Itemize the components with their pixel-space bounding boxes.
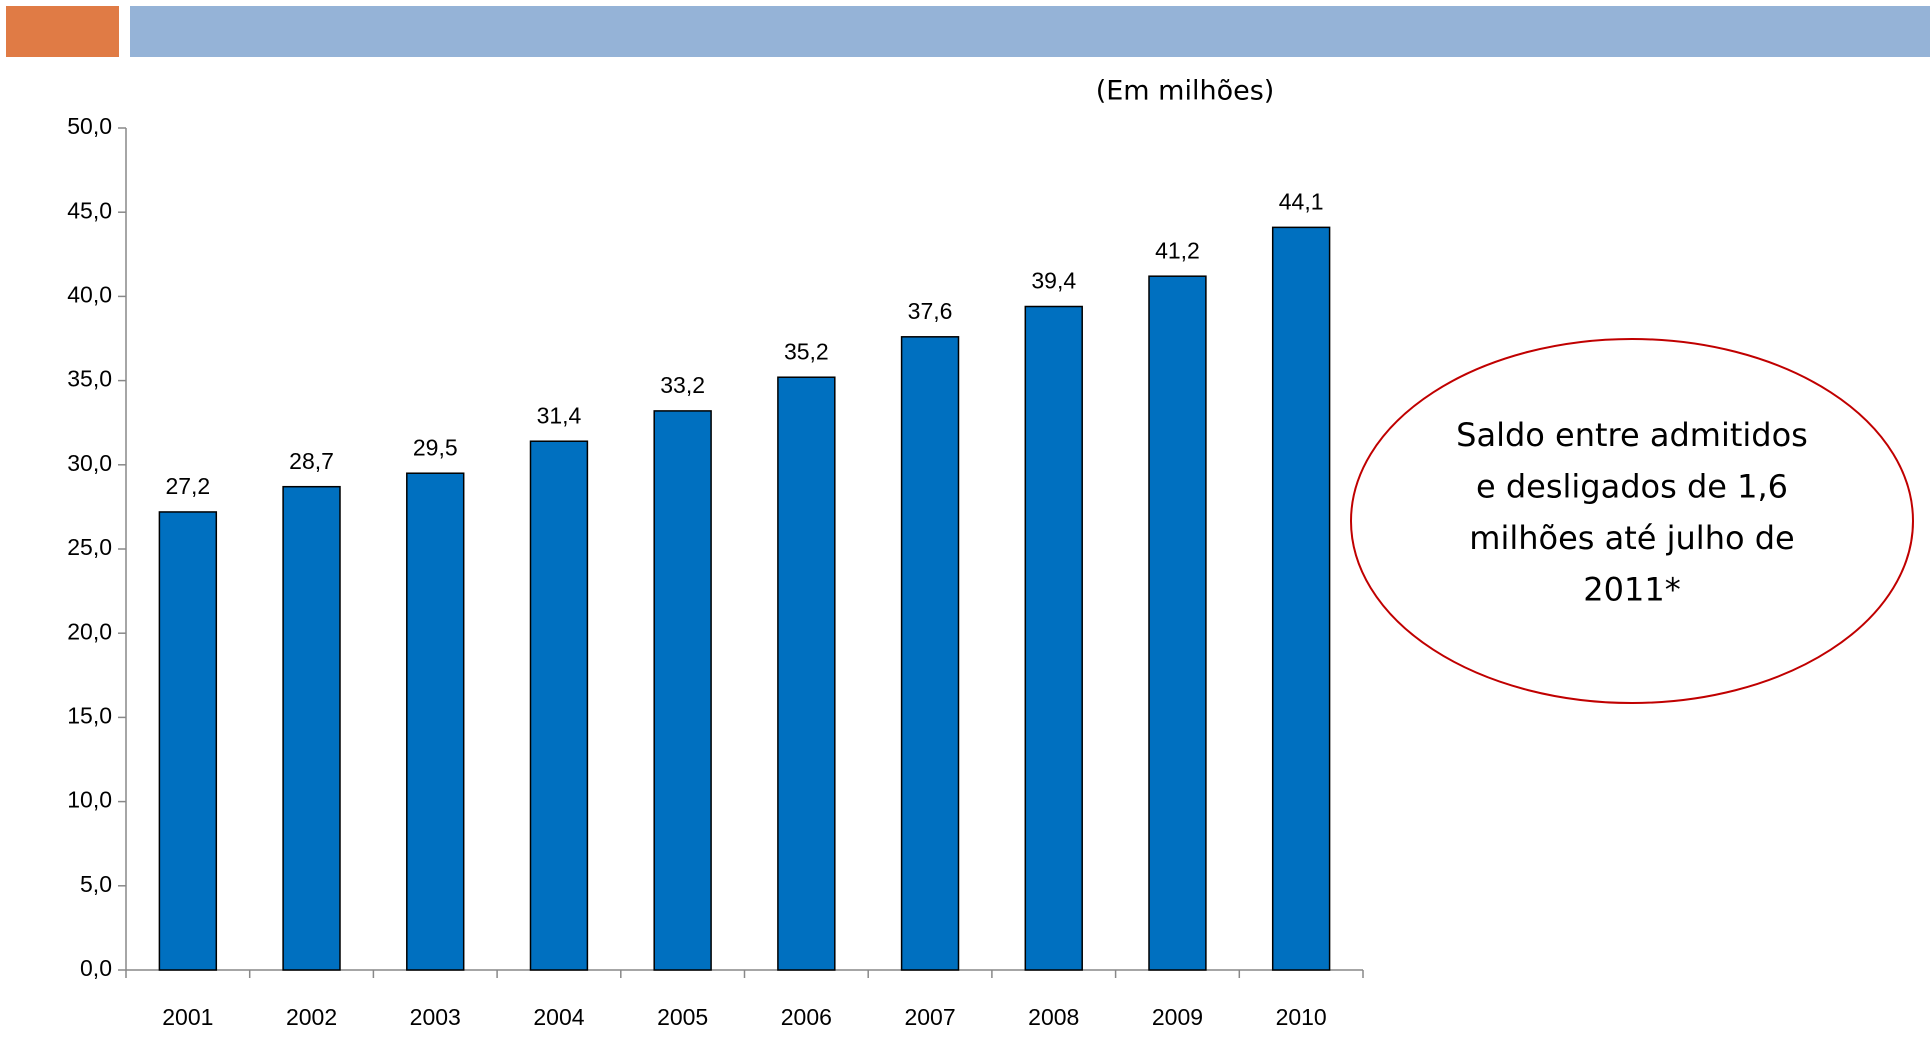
value-label: 39,4 [1031,268,1076,294]
y-tick-label: 0,0 [80,955,112,981]
value-label: 35,2 [784,338,829,364]
bar [1271,226,1331,971]
y-tick-label: 10,0 [67,787,112,813]
x-tick-label: 2005 [657,1004,708,1030]
y-tick-label: 35,0 [67,366,112,392]
value-label: 33,2 [660,372,705,398]
y-tick-label: 30,0 [67,450,112,476]
x-tick-label: 2003 [410,1004,461,1030]
value-label: 29,5 [413,434,458,460]
annotation-text: milhões até julho de [1469,519,1794,557]
value-label: 44,1 [1279,188,1324,214]
bar [653,410,712,971]
x-tick-label: 2008 [1028,1004,1079,1030]
y-tick-label: 5,0 [80,871,112,897]
annotation-text: e desligados de 1,6 [1476,468,1788,506]
value-label: 27,2 [165,473,210,499]
x-tick-label: 2002 [286,1004,337,1030]
y-tick-label: 25,0 [67,534,112,560]
header-bar [130,6,1930,57]
bar [1024,305,1083,971]
bar [158,511,218,971]
y-tick-label: 40,0 [67,281,112,307]
x-tick-label: 2010 [1276,1004,1327,1030]
header-accent [6,6,119,57]
x-tick-label: 2001 [162,1004,213,1030]
bar [777,376,836,971]
y-tick-label: 20,0 [67,618,112,644]
annotation-text: Saldo entre admitidos [1456,416,1808,454]
x-tick-label: 2006 [781,1004,832,1030]
bar [900,336,960,971]
y-tick-label: 45,0 [67,197,112,223]
bar [406,472,465,971]
x-tick-label: 2007 [904,1004,955,1030]
bar [282,485,341,971]
annotation-text: 2011* [1583,571,1680,609]
x-tick-label: 2009 [1152,1004,1203,1030]
value-label: 28,7 [289,448,334,474]
y-tick-label: 50,0 [67,113,112,139]
value-label: 41,2 [1155,237,1200,263]
value-label: 31,4 [537,402,582,428]
x-tick-label: 2004 [533,1004,584,1030]
bar [529,440,589,971]
bar [1148,275,1207,971]
value-label: 37,6 [908,298,953,324]
chart-subtitle: (Em milhões) [1096,76,1275,107]
y-tick-label: 15,0 [67,702,112,728]
annotation-ellipse [1350,338,1914,704]
